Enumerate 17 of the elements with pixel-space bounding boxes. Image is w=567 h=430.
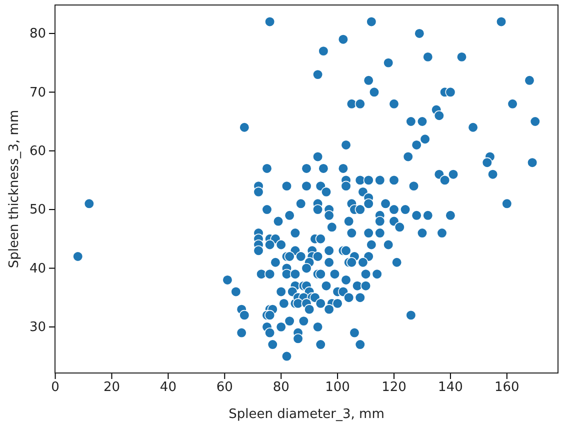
x-tick-label: 120 bbox=[382, 380, 406, 396]
y-tick-label: 60 bbox=[29, 144, 46, 160]
y-tick-label: 40 bbox=[29, 261, 46, 276]
x-axis-title: Spleen diameter_3, mm bbox=[228, 407, 384, 422]
x-tick-label: 160 bbox=[494, 380, 520, 396]
x-tick-label: 20 bbox=[103, 380, 120, 396]
x-tick-label: 140 bbox=[438, 380, 463, 396]
y-tick-label: 30 bbox=[29, 320, 46, 336]
x-tick-label: 60 bbox=[216, 380, 233, 396]
y-tick-label: 70 bbox=[29, 85, 46, 100]
y-axis-title: Spleen thickness_3, mm bbox=[7, 110, 22, 268]
x-tick-label: 80 bbox=[272, 380, 290, 396]
x-tick-label: 0 bbox=[51, 380, 60, 396]
y-tick-label: 80 bbox=[29, 26, 46, 42]
y-tick-label: 50 bbox=[29, 202, 46, 218]
x-tick-label: 40 bbox=[160, 380, 176, 396]
x-tick-label: 100 bbox=[325, 380, 350, 396]
